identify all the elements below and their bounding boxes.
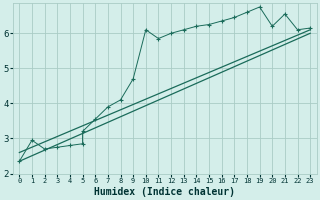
X-axis label: Humidex (Indice chaleur): Humidex (Indice chaleur) — [94, 186, 235, 197]
